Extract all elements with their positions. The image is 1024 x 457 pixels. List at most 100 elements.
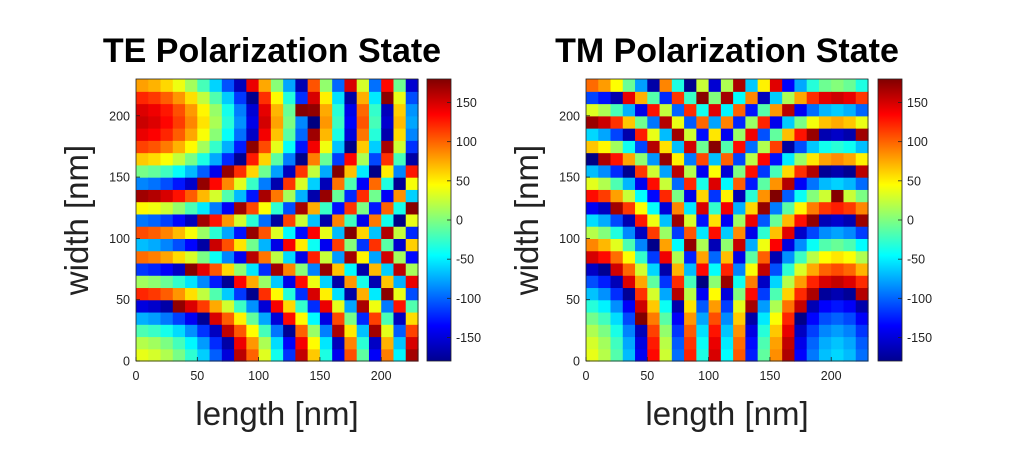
tm-heatmap-cell	[794, 213, 808, 227]
tm-heatmap-cell	[769, 238, 783, 252]
te-heatmap-cell	[185, 140, 198, 154]
te-heatmap-cell	[258, 311, 272, 325]
tm-heatmap-cell	[684, 262, 697, 276]
te-heatmap-cell	[258, 275, 272, 289]
te-heatmap-cell	[381, 189, 395, 203]
te-heatmap-cell	[160, 189, 174, 203]
tm-heatmap-cell	[598, 177, 612, 190]
tm-heatmap-cell	[855, 287, 869, 301]
tm-heatmap-cell	[745, 91, 759, 105]
tm-heatmap-cell	[733, 262, 746, 276]
te-heatmap-cell	[381, 177, 395, 190]
tm-heatmap-cell	[745, 336, 759, 350]
tm-heatmap-cell	[782, 250, 796, 264]
te-heatmap-cell	[246, 348, 260, 362]
te-x-axis: 0 50 100 150 200	[133, 357, 392, 383]
te-heatmap-cell	[307, 115, 321, 129]
tm-heatmap-cell	[782, 262, 796, 276]
tm-heatmap-cell	[794, 140, 808, 154]
te-heatmap-cell	[209, 128, 223, 141]
tm-heatmap-cell	[831, 140, 845, 154]
te-heatmap-cell	[209, 79, 223, 92]
tm-heatmap-cell	[696, 250, 710, 264]
te-heatmap-cell	[258, 164, 272, 178]
te-heatmap-cell	[393, 275, 407, 289]
te-heatmap-cell	[136, 177, 149, 190]
te-heatmap-cell	[258, 226, 272, 239]
tm-heatmap-cell	[855, 238, 869, 252]
tm-heatmap-cell	[659, 189, 673, 203]
tm-heatmap-cell	[659, 262, 673, 276]
te-heatmap-cell	[393, 238, 407, 252]
te-heatmap-cell	[185, 287, 198, 301]
te-heatmap-cell	[246, 91, 260, 105]
te-heatmap-cell	[295, 299, 309, 313]
tm-heatmap-cell	[769, 140, 783, 154]
tm-heatmap-cell	[831, 299, 845, 313]
tm-heatmap-cell	[708, 324, 722, 338]
te-heatmap-cell	[246, 275, 260, 289]
tm-heatmap-cell	[635, 238, 648, 252]
te-heatmap-cell	[381, 213, 395, 227]
tm-heatmap-cell	[635, 299, 648, 313]
tm-heatmap-cell	[818, 201, 832, 215]
tm-heatmap-cell	[843, 152, 857, 166]
tm-heatmap-cell	[769, 324, 783, 338]
te-heatmap-cell	[209, 324, 223, 338]
tm-heatmap-cell	[684, 348, 697, 362]
te-heatmap-cell	[283, 201, 296, 215]
tm-heatmap-cell	[831, 336, 845, 350]
tm-heatmap-cell	[647, 226, 661, 239]
te-heatmap-cell	[295, 287, 309, 301]
tm-heatmap-cell	[818, 287, 832, 301]
te-heatmap-cell	[258, 189, 272, 203]
te-heatmap-cell	[283, 189, 296, 203]
te-heatmap-cell	[344, 348, 358, 362]
tm-heatmap-cell	[622, 201, 636, 215]
tm-heatmap-cell	[818, 189, 832, 203]
tm-heatmap-cell	[647, 164, 661, 178]
te-heatmap-cell	[307, 213, 321, 227]
tm-heatmap-cell	[696, 128, 710, 141]
tm-heatmap-cell	[757, 152, 771, 166]
tm-heatmap-cell	[720, 164, 734, 178]
tm-heatmap-cell	[745, 152, 759, 166]
tm-heatmap-cell	[659, 226, 673, 239]
tm-heatmap-cell	[855, 103, 869, 117]
tm-heatmap-cell	[818, 140, 832, 154]
tm-heatmap-cell	[610, 213, 624, 227]
te-heatmap-cell	[283, 115, 296, 129]
tm-heatmap-cell	[757, 311, 771, 325]
te-heatmap-cell	[393, 336, 407, 350]
te-heatmap-cell	[221, 238, 235, 252]
te-heatmap-cell	[307, 189, 321, 203]
tm-heatmap-cell	[769, 91, 783, 105]
te-heatmap-cell	[136, 287, 149, 301]
te-heatmap-cell	[381, 299, 395, 313]
tm-heatmap-cell	[831, 311, 845, 325]
tm-heatmap-cell	[635, 324, 648, 338]
te-heatmap-cell	[368, 91, 382, 105]
tm-heatmap-cell	[806, 287, 820, 301]
te-heatmap-cell	[307, 128, 321, 141]
te-heatmap-cell	[295, 79, 309, 92]
tm-heatmap-cell	[733, 226, 746, 239]
te-y-axis-label: width [nm]	[58, 145, 95, 296]
te-heatmap-cell	[209, 226, 223, 239]
te-heatmap-cell	[381, 348, 395, 362]
tm-heatmap-cell	[831, 201, 845, 215]
tm-heatmap-cell	[757, 250, 771, 264]
tm-heatmap-cell	[769, 79, 783, 92]
tm-heatmap-cell	[684, 177, 697, 190]
te-heatmap-cell	[344, 128, 358, 141]
tm-heatmap-cell	[598, 287, 612, 301]
te-colorbar-tick-label: -100	[456, 292, 481, 306]
tm-heatmap-cell	[831, 152, 845, 166]
te-heatmap-cell	[307, 201, 321, 215]
tm-heatmap-cell	[610, 79, 624, 92]
tm-heatmap-cell	[855, 262, 869, 276]
te-heatmap-cell	[319, 213, 333, 227]
te-heatmap-cell	[221, 262, 235, 276]
te-heatmap-cell	[209, 177, 223, 190]
te-heatmap-cell	[234, 324, 247, 338]
